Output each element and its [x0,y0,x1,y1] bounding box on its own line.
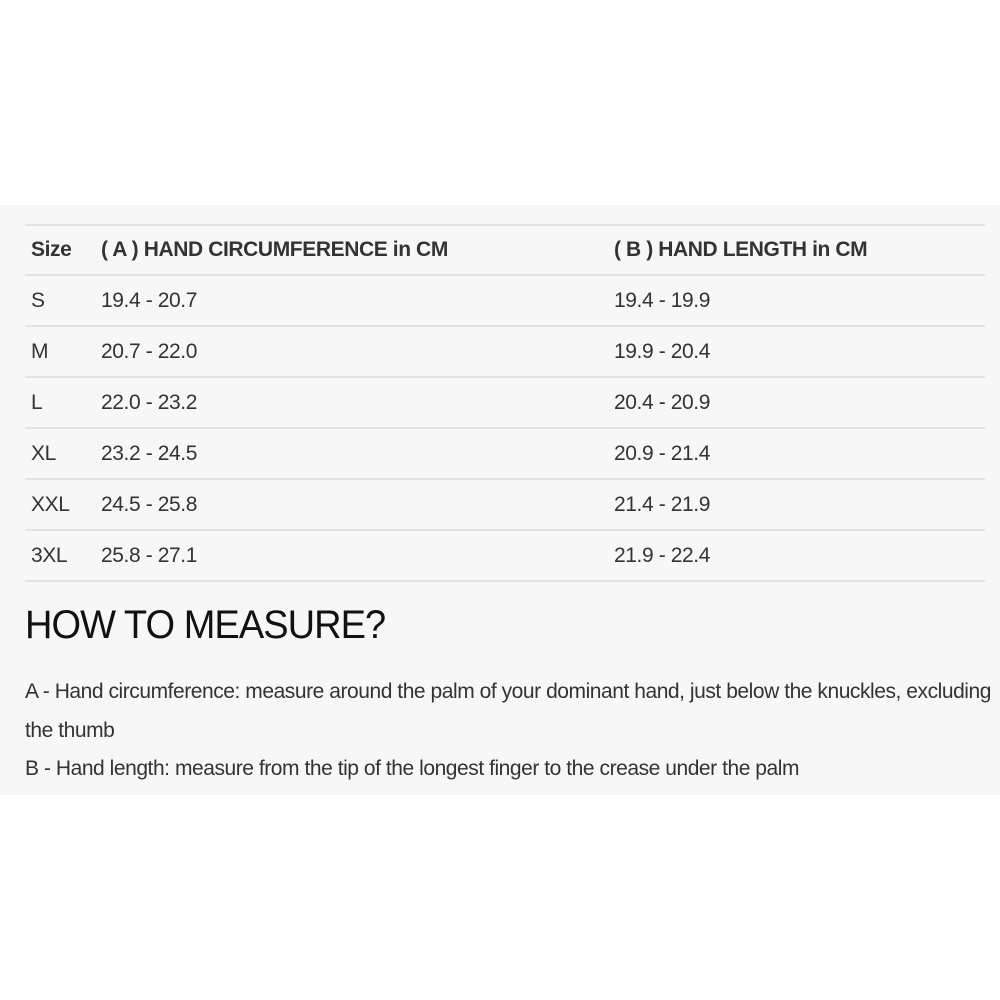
cell-circumference: 24.5 - 25.8 [95,479,608,531]
table-row: 3XL 25.8 - 27.1 21.9 - 22.4 [25,530,985,582]
cell-circumference: 22.0 - 23.2 [95,377,608,429]
cell-circumference: 25.8 - 27.1 [95,530,608,582]
table-row: XXL 24.5 - 25.8 21.4 - 21.9 [25,479,985,531]
table-row: XL 23.2 - 24.5 20.9 - 21.4 [25,428,985,480]
cell-length: 20.4 - 20.9 [608,377,985,429]
measure-instructions: A - Hand circumference: measure around t… [25,673,1000,789]
cell-circumference: 23.2 - 24.5 [95,428,608,480]
cell-size: L [25,377,95,429]
instruction-a: A - Hand circumference: measure around t… [25,680,991,742]
cell-length: 19.9 - 20.4 [608,326,985,378]
header-circumference: ( A ) HAND CIRCUMFERENCE in CM [95,225,608,276]
table-row: L 22.0 - 23.2 20.4 - 20.9 [25,377,985,429]
table-row: M 20.7 - 22.0 19.9 - 20.4 [25,326,985,378]
cell-length: 21.4 - 21.9 [608,479,985,531]
table-header-row: Size ( A ) HAND CIRCUMFERENCE in CM ( B … [25,225,985,276]
table-row: S 19.4 - 20.7 19.4 - 19.9 [25,275,985,327]
size-chart-panel: Size ( A ) HAND CIRCUMFERENCE in CM ( B … [0,205,1000,795]
cell-length: 20.9 - 21.4 [608,428,985,480]
cell-size: S [25,275,95,327]
header-length: ( B ) HAND LENGTH in CM [608,225,985,276]
header-size: Size [25,225,95,276]
cell-size: XL [25,428,95,480]
how-to-measure-title: HOW TO MEASURE? [25,603,386,647]
instruction-b: B - Hand length: measure from the tip of… [25,757,800,780]
cell-size: XXL [25,479,95,531]
cell-length: 19.4 - 19.9 [608,275,985,327]
cell-circumference: 19.4 - 20.7 [95,275,608,327]
cell-size: M [25,326,95,378]
size-table: Size ( A ) HAND CIRCUMFERENCE in CM ( B … [25,224,985,582]
cell-length: 21.9 - 22.4 [608,530,985,582]
cell-circumference: 20.7 - 22.0 [95,326,608,378]
cell-size: 3XL [25,530,95,582]
